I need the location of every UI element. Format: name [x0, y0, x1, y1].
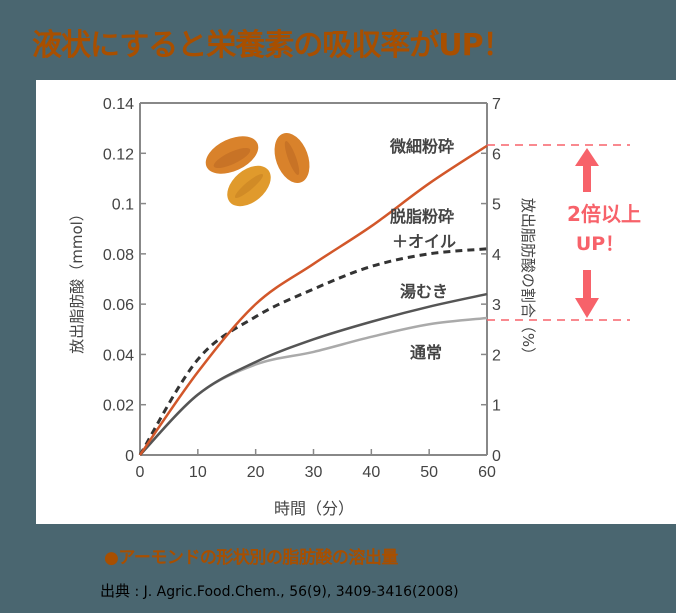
- y2-tick-label: 0: [492, 448, 501, 465]
- y2-tick-label: 1: [492, 398, 501, 415]
- y2-tick-label: 7: [492, 96, 501, 113]
- arrow-down-icon: [575, 270, 599, 318]
- y-tick-label: 0.14: [103, 96, 134, 113]
- label-blanched: 湯むき: [400, 282, 448, 301]
- source-label: 出典: [100, 582, 131, 600]
- x-tick-label: 20: [247, 464, 265, 481]
- x-tick-label: 50: [420, 464, 438, 481]
- y2-axis-title: 放出脂肪酸の割合（%）: [519, 198, 537, 362]
- source-separator: :: [130, 584, 144, 600]
- y-axis-title: 放出脂肪酸（mmol）: [68, 206, 86, 354]
- series-line: [139, 292, 488, 456]
- y-tick-label: 0.02: [103, 398, 134, 415]
- x-tick-label: 60: [478, 464, 496, 481]
- label-normal: 通常: [410, 343, 442, 362]
- y-tick-label: 0.1: [112, 197, 134, 214]
- y2-tick-label: 3: [492, 297, 501, 314]
- y-tick-label: 0.04: [103, 347, 134, 364]
- source-text: J. Agric.Food.Chem., 56(9), 3409-3416(20…: [143, 584, 459, 600]
- almond-illustration-icon: [205, 132, 310, 207]
- page-title: 液状にすると栄養素の吸収率がUP！: [32, 28, 513, 63]
- series-line: [138, 144, 488, 456]
- comparison-annotation: 2倍以上 UP！: [487, 144, 641, 321]
- y2-tick-label: 4: [492, 247, 501, 264]
- x-tick-label: 30: [305, 464, 323, 481]
- series-line: [138, 247, 488, 456]
- x-tick-label: 10: [189, 464, 207, 481]
- y-tick-label: 0: [125, 448, 134, 465]
- x-axis-title: 時間（分）: [274, 499, 354, 518]
- axis-ticks: [139, 102, 488, 456]
- x-tick-label: 40: [362, 464, 380, 481]
- y-tick-label: 0.08: [103, 247, 134, 264]
- label-defatted-oil-line2: ＋オイル: [392, 232, 456, 251]
- label-defatted-oil-line1: 脱脂粉砕: [390, 207, 454, 226]
- y2-tick-label: 2: [492, 347, 501, 364]
- arrow-up-icon: [575, 148, 599, 192]
- chart-panel: 0 10 20 30 40 50 60 0 0.02 0.04 0.06 0.08 0.1 0.12 0.1…: [36, 80, 676, 524]
- y2-tick-label: 6: [492, 146, 501, 163]
- source-citation: 出典 : J. Agric.Food.Chem., 56(9), 3409-34…: [100, 580, 459, 601]
- bullet-icon: ●: [104, 548, 119, 568]
- y-tick-label: 0.06: [103, 297, 134, 314]
- figure-caption: ●アーモンドの形状別の脂肪酸の溶出量: [104, 543, 398, 568]
- annotation-line2: UP！: [576, 233, 624, 255]
- caption-text: アーモンドの形状別の脂肪酸の溶出量: [118, 548, 398, 568]
- annotation-line1: 2倍以上: [567, 202, 641, 226]
- series-labels: 微細粉砕 脱脂粉砕 ＋オイル 湯むき 通常: [389, 137, 456, 362]
- y-tick-label: 0.12: [103, 146, 134, 163]
- x-tick-label: 0: [136, 464, 145, 481]
- label-fine-grind: 微細粉砕: [389, 137, 454, 156]
- chart: 0 10 20 30 40 50 6000.020.040.060.080.10.120.1…: [68, 96, 641, 518]
- axis-tick-labels: 0 10 20 30 40 50 6000.020.040.060.080.10.120.1…: [103, 96, 501, 481]
- series-lines: [138, 144, 488, 456]
- y2-tick-label: 5: [492, 197, 501, 214]
